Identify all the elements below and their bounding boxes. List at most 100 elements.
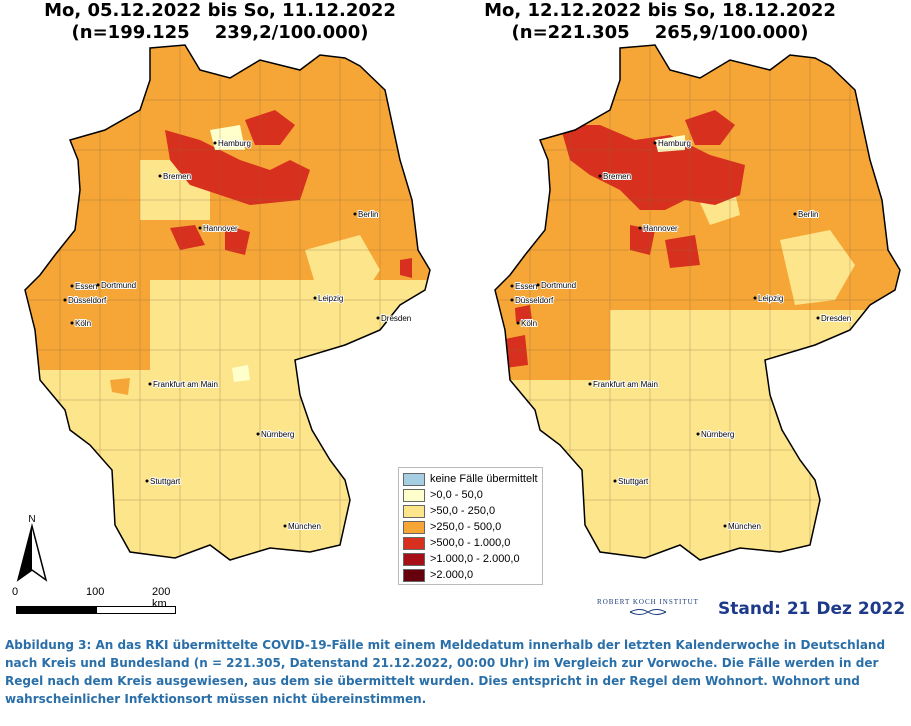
- city-dot-hannover-r: [638, 226, 642, 230]
- legend-label: >250,0 - 500,0: [430, 521, 502, 533]
- city-dot-duesseldorf-r: [510, 298, 514, 302]
- city-dot-hannover: [198, 226, 202, 230]
- legend-swatch: [403, 504, 425, 518]
- city-hannover: Hannover: [203, 224, 238, 233]
- hotspot-lower-saxony: [165, 130, 310, 205]
- city-nuernberg: Nürnberg: [261, 430, 294, 439]
- city-muenchen-r: München: [728, 522, 761, 531]
- rki-logo: ROBERT KOCH INSTITUT: [588, 598, 708, 617]
- city-markers-right: Hamburg Bremen Berlin Hannover Essen Dor…: [510, 138, 852, 532]
- city-dot-dortmund: [96, 283, 100, 287]
- scale-bar: 0 100 200 km: [12, 586, 187, 618]
- legend-label: >1.000,0 - 2.000,0: [430, 553, 520, 565]
- legend-swatch: [403, 488, 425, 502]
- city-essen-r: Essen: [515, 282, 537, 291]
- maps-canvas: Hamburg Bremen Berlin Hannover Essen Dor…: [24, 44, 901, 561]
- map-title-left-stats: (n=199.125 239,2/100.000): [71, 22, 369, 43]
- hotspot-schleswig-right: [685, 110, 735, 145]
- city-dresden-r: Dresden: [821, 314, 851, 323]
- legend-label: >2.000,0: [430, 569, 474, 581]
- legend-swatch: [403, 536, 425, 550]
- city-dot-muenchen: [283, 524, 287, 528]
- legend-item-50-250: >50,0 - 250,0: [403, 503, 538, 519]
- scale-label-200: 200 km: [152, 586, 171, 610]
- city-duesseldorf-r: Düsseldorf: [515, 296, 554, 305]
- figure-caption: Abbildung 3: An das RKI übermittelte COV…: [5, 638, 886, 706]
- city-dot-leipzig-r: [753, 296, 757, 300]
- legend-item-0-50: >0,0 - 50,0: [403, 487, 538, 503]
- city-dot-nuernberg: [256, 432, 260, 436]
- city-dresden: Dresden: [381, 314, 411, 323]
- hotspot-rhein-right: [515, 305, 532, 322]
- city-bremen-r: Bremen: [603, 172, 631, 181]
- city-berlin: Berlin: [358, 210, 378, 219]
- region-west: [25, 260, 150, 370]
- rki-logo-text: ROBERT KOCH INSTITUT: [597, 598, 699, 606]
- city-dortmund: Dortmund: [101, 281, 136, 290]
- city-muenchen: München: [288, 522, 321, 531]
- hotspot-schleswig: [245, 110, 295, 145]
- region-saxony-light-right: [780, 230, 855, 305]
- city-dot-essen: [70, 284, 74, 288]
- city-koeln: Köln: [75, 319, 91, 328]
- legend-swatch: [403, 552, 425, 566]
- city-dot-frankfurt-r: [588, 382, 592, 386]
- legend-item-250-500: >250,0 - 500,0: [403, 519, 538, 535]
- city-dot-hamburg: [213, 141, 217, 145]
- city-dot-dresden: [376, 316, 380, 320]
- city-stuttgart: Stuttgart: [150, 477, 181, 486]
- city-berlin-r: Berlin: [798, 210, 818, 219]
- map-title-right-stats: (n=221.305 265,9/100.000): [511, 22, 809, 43]
- north-label: N: [28, 514, 35, 525]
- city-dot-muenchen-r: [723, 524, 727, 528]
- city-stuttgart-r: Stuttgart: [618, 477, 649, 486]
- north-arrow-icon: N: [16, 514, 48, 582]
- city-dot-berlin: [353, 212, 357, 216]
- hotspot-hannover: [170, 225, 205, 250]
- city-bremen: Bremen: [163, 172, 191, 181]
- map-left: Hamburg Bremen Berlin Hannover Essen Dor…: [24, 44, 431, 561]
- city-dot-nuernberg-r: [696, 432, 700, 436]
- scale-label-100: 100: [86, 586, 105, 598]
- data-status-date: Stand: 21 Dez 2022: [718, 599, 906, 619]
- hotspot-north-right: [560, 125, 745, 210]
- legend-label: keine Fälle übermittelt: [430, 473, 538, 485]
- region-hamburg-light: [210, 125, 245, 150]
- city-leipzig: Leipzig: [318, 294, 343, 303]
- city-hamburg: Hamburg: [218, 139, 251, 148]
- city-nuernberg-r: Nürnberg: [701, 430, 734, 439]
- city-dot-essen-r: [510, 284, 514, 288]
- germany-outline-left: [24, 44, 431, 561]
- legend-item-2000plus: >2.000,0: [403, 567, 538, 583]
- hotspot-east-hannover-right: [665, 235, 700, 268]
- legend-item-1000-2000: >1.000,0 - 2.000,0: [403, 551, 538, 567]
- hotspot-eifel-right: [500, 335, 528, 368]
- city-dot-dresden-r: [816, 316, 820, 320]
- region-hamburg-light-right: [655, 135, 685, 152]
- legend-swatch: [403, 568, 425, 582]
- city-hannover-r: Hannover: [643, 224, 678, 233]
- rki-emblem-icon: [629, 609, 667, 615]
- city-dot-stuttgart: [145, 479, 149, 483]
- city-koeln-r: Köln: [521, 319, 537, 328]
- city-essen: Essen: [75, 282, 97, 291]
- map-title-right: Mo, 12.12.2022 bis So, 18.12.2022 (n=221…: [470, 0, 850, 44]
- city-hamburg-r: Hamburg: [658, 139, 691, 148]
- city-dot-dortmund-r: [536, 283, 540, 287]
- legend-label: >500,0 - 1.000,0: [430, 537, 511, 549]
- scale-bar-graphic: [16, 606, 176, 614]
- hotspot-east-border: [400, 258, 412, 278]
- district-borders-right: [495, 45, 900, 560]
- city-frankfurt-r: Frankfurt am Main: [593, 380, 658, 389]
- city-duesseldorf: Düsseldorf: [68, 296, 107, 305]
- legend-item-500-1000: >500,0 - 1.000,0: [403, 535, 538, 551]
- city-dot-bremen: [158, 174, 162, 178]
- region-frankfurt-west: [110, 378, 130, 395]
- scale-label-0: 0: [12, 586, 19, 598]
- city-dot-leipzig: [313, 296, 317, 300]
- district-borders-left: [25, 45, 430, 560]
- city-dot-bremen-r: [598, 174, 602, 178]
- city-dot-hamburg-r: [653, 141, 657, 145]
- legend-label: >0,0 - 50,0: [430, 489, 483, 501]
- city-markers-left: Hamburg Bremen Berlin Hannover Essen Dor…: [63, 138, 412, 532]
